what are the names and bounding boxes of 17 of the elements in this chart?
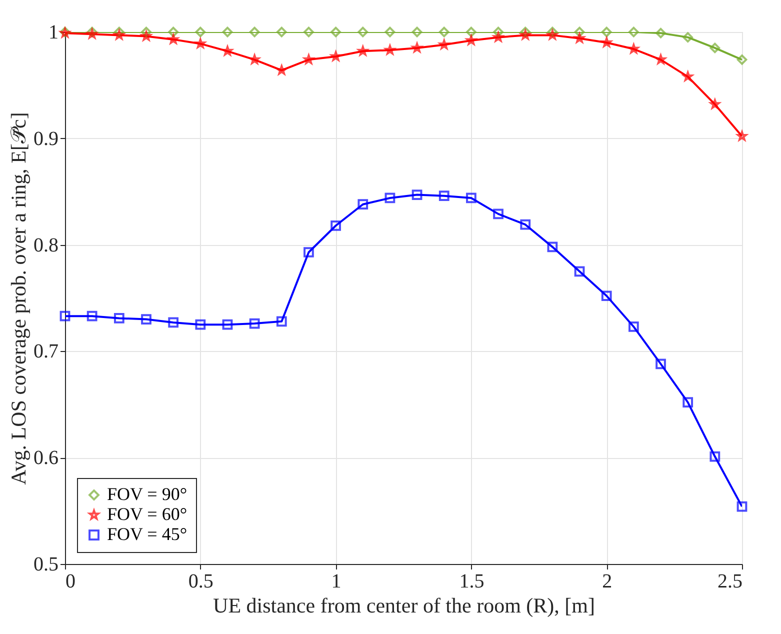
legend-label: FOV = 60°: [107, 504, 188, 524]
x-tick-label: 0.5: [188, 570, 214, 592]
x-axis-title: UE distance from center of the room (R), [m]: [213, 594, 595, 618]
x-tick-label: 1.5: [459, 570, 484, 592]
y-axis-title: Avg. LOS coverage prob. over a ring, E[𝒫̄c]: [6, 112, 30, 485]
y-tick-label: 0.6: [34, 447, 58, 470]
x-tick-label: 0: [66, 570, 76, 592]
legend-label: FOV = 45°: [107, 524, 188, 544]
y-tick-label: 0.5: [34, 554, 58, 576]
x-tick-label: 2.5: [718, 570, 742, 592]
y-tick-label: 0.8: [34, 234, 58, 256]
y-tick-label: 0.9: [34, 128, 58, 150]
y-tick-label: 0.7: [34, 340, 58, 363]
x-tick-label: 1: [331, 570, 342, 592]
x-tick-label: 2: [602, 570, 612, 592]
legend-label: FOV = 90°: [107, 484, 188, 504]
y-tick-label: 1: [48, 22, 58, 44]
